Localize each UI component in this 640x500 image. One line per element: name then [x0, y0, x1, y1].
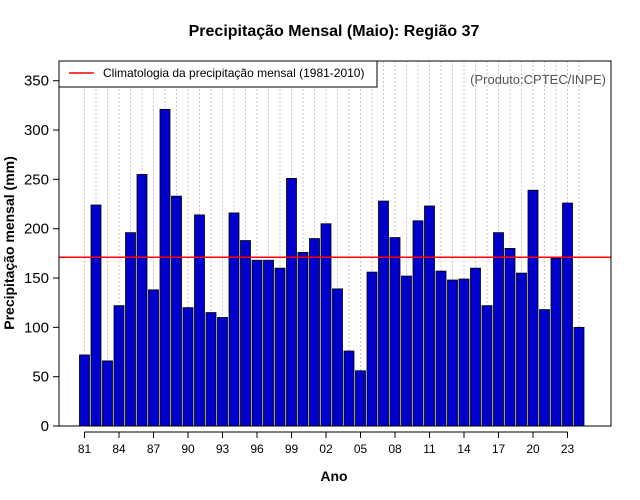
- bar-2021: [539, 309, 550, 427]
- x-tick-label-08: 08: [388, 442, 402, 456]
- bar-1999: [286, 177, 297, 427]
- bar-1992: [205, 312, 217, 427]
- bar-2000: [297, 251, 309, 427]
- legend-box: [58, 60, 378, 88]
- y-tick-label-50: 50: [32, 369, 49, 386]
- x-tick-label-84: 84: [112, 442, 126, 456]
- bar-2013: [447, 279, 458, 427]
- bar-1990: [182, 307, 194, 427]
- bar-1991: [194, 214, 205, 427]
- y-tick-label-0: 0: [41, 418, 49, 435]
- bar-2023: [562, 202, 573, 427]
- bar-1998: [274, 267, 286, 427]
- x-tick-label-23: 23: [561, 442, 575, 456]
- bar-1994: [228, 212, 240, 427]
- y-tick-label-300: 300: [24, 122, 49, 139]
- bar-1996: [251, 259, 263, 427]
- y-tick-label-100: 100: [24, 319, 49, 336]
- x-tick-label-05: 05: [354, 442, 368, 456]
- bar-2020: [527, 189, 539, 427]
- bar-1995: [240, 240, 251, 427]
- y-axis: 0 50 100 150 200 250 300 350: [24, 73, 59, 435]
- y-axis-label: Precipitação mensal (mm): [1, 156, 17, 330]
- bar-2022: [550, 257, 562, 427]
- x-tick-label-96: 96: [250, 442, 264, 456]
- bar-2011: [424, 205, 435, 427]
- bar-2005: [355, 370, 366, 427]
- bar-2003: [332, 288, 343, 427]
- y-tick-label-250: 250: [24, 171, 49, 188]
- x-tick-label-90: 90: [181, 442, 195, 456]
- legend: Climatologia da precipitação mensal (198…: [58, 60, 378, 88]
- x-tick-label-20: 20: [526, 442, 540, 456]
- legend-label: Climatologia da precipitação mensal (198…: [103, 66, 364, 80]
- bar-1988: [159, 108, 171, 427]
- bar-2002: [320, 223, 332, 427]
- bar-1984: [113, 305, 125, 427]
- bar-2024: [573, 326, 585, 427]
- bar-2006: [366, 271, 378, 427]
- bar-2012: [435, 270, 447, 427]
- x-tick-label-14: 14: [457, 442, 471, 456]
- y-tick-label-350: 350: [24, 73, 49, 90]
- bar-2019: [516, 272, 527, 427]
- bar-2008: [389, 237, 401, 427]
- bar-1982: [90, 204, 102, 427]
- bar-2014: [458, 278, 470, 427]
- bar-1993: [217, 317, 228, 427]
- bar-2015: [470, 267, 481, 427]
- x-tick-label-87: 87: [147, 442, 161, 456]
- x-tick-label-11: 11: [423, 442, 436, 456]
- bar-2010: [412, 220, 424, 427]
- bar-1987: [148, 289, 159, 427]
- bar-2018: [504, 248, 516, 427]
- bar-1981: [79, 354, 90, 427]
- bar-1989: [171, 195, 182, 427]
- x-tick-label-81: 81: [78, 442, 92, 456]
- chart-title: Precipitação Mensal (Maio): Região 37: [189, 23, 480, 40]
- x-tick-label-02: 02: [319, 442, 333, 456]
- bar-2016: [481, 305, 493, 427]
- bar-1983: [102, 360, 113, 427]
- bar-1985: [125, 232, 136, 427]
- bar-1997: [263, 259, 274, 427]
- bar-2004: [343, 350, 355, 427]
- x-axis-label: Ano: [320, 468, 347, 484]
- y-tick-label-150: 150: [24, 270, 49, 287]
- bar-2001: [309, 238, 320, 427]
- bar-1986: [136, 174, 148, 427]
- x-tick-label-99: 99: [285, 442, 299, 456]
- x-tick-label-17: 17: [492, 442, 506, 456]
- bar-2009: [401, 275, 412, 427]
- x-tick-label-93: 93: [216, 442, 230, 456]
- credit-text: (Produto:CPTEC/INPE): [470, 72, 606, 87]
- x-axis: 81 84 87 90 93 96 99 02 05 08 11 14 17 20 23: [78, 431, 575, 456]
- bar-2017: [493, 232, 504, 427]
- y-tick-label-200: 200: [24, 221, 49, 238]
- bar-2007: [378, 200, 389, 427]
- bars: [79, 108, 585, 427]
